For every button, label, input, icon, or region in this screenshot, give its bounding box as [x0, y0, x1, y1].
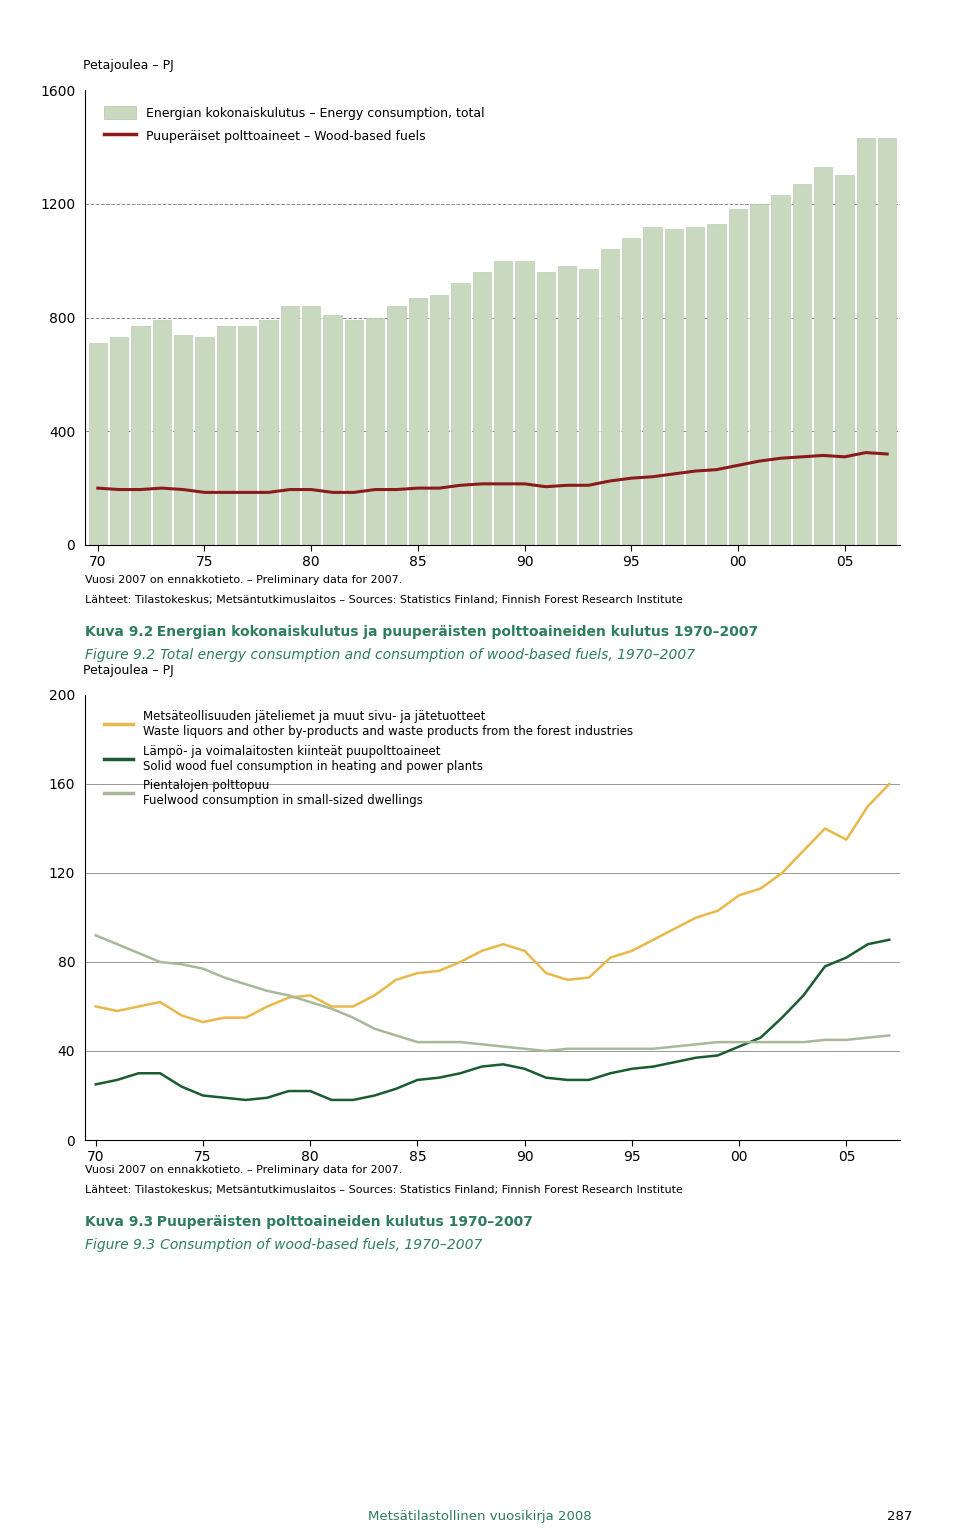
Bar	[153, 320, 171, 546]
Text: Consumption of wood-based fuels, 1970–2007: Consumption of wood-based fuels, 1970–20…	[148, 1237, 483, 1253]
Text: Kuva 9.2: Kuva 9.2	[85, 626, 154, 639]
Bar	[409, 298, 427, 546]
Bar	[537, 272, 555, 546]
Bar	[601, 249, 619, 546]
Bar	[772, 195, 789, 546]
Bar	[302, 306, 321, 546]
Bar	[622, 238, 640, 546]
Text: Total energy consumption and consumption of wood-based fuels, 1970–2007: Total energy consumption and consumption…	[148, 649, 696, 662]
Bar	[472, 272, 491, 546]
Text: Lähteet: Tilastokeskus; Metsäntutkimuslaitos – Sources: Statistics Finland; Finn: Lähteet: Tilastokeskus; Metsäntutkimusla…	[85, 595, 683, 606]
Bar	[494, 261, 513, 546]
Bar	[793, 184, 811, 546]
Text: Vuosi 2007 on ennakkotieto. – Preliminary data for 2007.: Vuosi 2007 on ennakkotieto. – Preliminar…	[85, 575, 402, 586]
Bar	[729, 209, 747, 546]
Bar	[856, 138, 875, 546]
Bar	[558, 266, 576, 546]
Bar	[238, 326, 256, 546]
Bar	[366, 318, 384, 546]
Text: Kuva 9.3: Kuva 9.3	[85, 1216, 154, 1230]
Bar	[750, 204, 768, 546]
Text: Petajoulea – PJ: Petajoulea – PJ	[84, 664, 174, 678]
Bar	[708, 224, 726, 546]
Bar	[430, 295, 448, 546]
Bar	[174, 335, 192, 546]
Bar	[878, 138, 897, 546]
Bar	[280, 306, 299, 546]
Legend: Energian kokonaiskulutus – Energy consumption, total, Puuperäiset polttoaineet –: Energian kokonaiskulutus – Energy consum…	[100, 101, 490, 148]
Text: Energian kokonaiskulutus ja puuperäisten polttoaineiden kulutus 1970–2007: Energian kokonaiskulutus ja puuperäisten…	[148, 626, 758, 639]
Bar	[217, 326, 235, 546]
Bar	[88, 343, 107, 546]
Bar	[451, 283, 469, 546]
Bar	[196, 338, 213, 546]
Text: Metsätilastollinen vuosikirja 2008: Metsätilastollinen vuosikirja 2008	[369, 1509, 591, 1523]
Text: Figure 9.2: Figure 9.2	[85, 649, 156, 662]
Bar	[345, 320, 363, 546]
Bar	[835, 175, 853, 546]
Bar	[110, 338, 129, 546]
Bar	[516, 261, 534, 546]
Bar	[580, 269, 597, 546]
Text: Puuperäisten polttoaineiden kulutus 1970–2007: Puuperäisten polttoaineiden kulutus 1970…	[148, 1216, 533, 1230]
Text: 287: 287	[887, 1509, 912, 1523]
Bar	[324, 315, 342, 546]
Text: Lähteet: Tilastokeskus; Metsäntutkimuslaitos – Sources: Statistics Finland; Finn: Lähteet: Tilastokeskus; Metsäntutkimusla…	[85, 1185, 683, 1194]
Bar	[686, 226, 705, 546]
Text: Petajoulea – PJ: Petajoulea – PJ	[84, 58, 174, 72]
Bar	[132, 326, 150, 546]
Bar	[259, 320, 277, 546]
Text: Vuosi 2007 on ennakkotieto. – Preliminary data for 2007.: Vuosi 2007 on ennakkotieto. – Preliminar…	[85, 1165, 402, 1174]
Text: 9 Energia: 9 Energia	[417, 15, 543, 40]
Bar	[814, 168, 832, 546]
Text: Figure 9.3: Figure 9.3	[85, 1237, 156, 1253]
Bar	[643, 226, 661, 546]
Bar	[664, 229, 683, 546]
Bar	[388, 306, 405, 546]
Legend: Metsäteollisuuden jäteliemet ja muut sivu- ja jätetuotteet
Waste liquors and oth: Metsäteollisuuden jäteliemet ja muut siv…	[99, 705, 637, 812]
